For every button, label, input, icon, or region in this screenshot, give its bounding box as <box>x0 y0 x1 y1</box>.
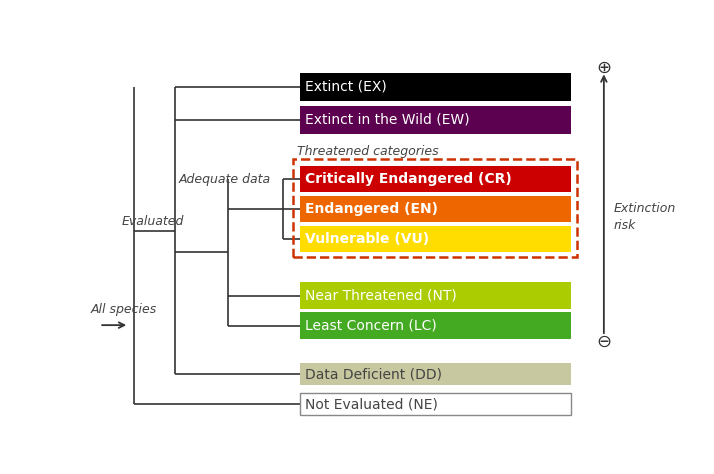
Text: ⊖: ⊖ <box>596 333 611 351</box>
Text: Least Concern (LC): Least Concern (LC) <box>305 319 437 332</box>
Bar <box>300 196 570 222</box>
Text: Extinct in the Wild (EW): Extinct in the Wild (EW) <box>305 113 470 127</box>
Bar <box>300 73 570 100</box>
Bar <box>293 159 578 257</box>
Bar <box>300 226 570 252</box>
Bar <box>300 312 570 338</box>
Text: Endangered (EN): Endangered (EN) <box>305 202 438 216</box>
Bar <box>300 106 570 134</box>
Text: ⊕: ⊕ <box>596 59 611 77</box>
Text: Threatened categories: Threatened categories <box>297 145 438 158</box>
Text: Adequate data: Adequate data <box>179 173 271 186</box>
Text: Not Evaluated (NE): Not Evaluated (NE) <box>305 397 438 411</box>
Text: Data Deficient (DD): Data Deficient (DD) <box>305 367 442 382</box>
Text: Vulnerable (VU): Vulnerable (VU) <box>305 232 429 246</box>
Bar <box>300 165 570 192</box>
Text: Evaluated: Evaluated <box>121 215 183 228</box>
Text: Critically Endangered (CR): Critically Endangered (CR) <box>305 172 512 186</box>
Text: Extinct (EX): Extinct (EX) <box>305 80 387 94</box>
Bar <box>300 393 570 415</box>
Bar <box>300 364 570 385</box>
Text: Extinction
risk: Extinction risk <box>614 202 676 232</box>
Bar <box>300 283 570 309</box>
Text: Near Threatened (NT): Near Threatened (NT) <box>305 289 457 302</box>
Text: All species: All species <box>91 303 156 316</box>
